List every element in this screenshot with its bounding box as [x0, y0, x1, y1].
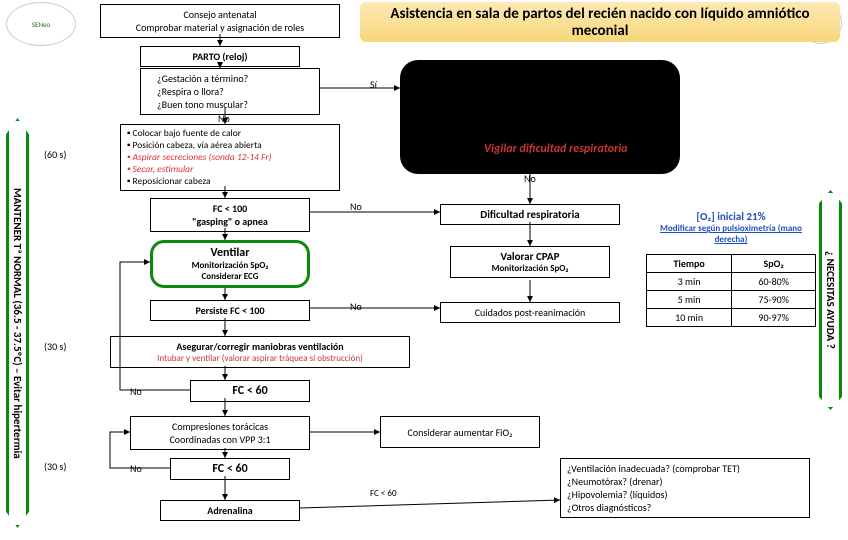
box-cuidados: Cuidados post-reanimación	[440, 302, 620, 323]
cpap-s1: Monitorización SpO₂	[457, 263, 603, 274]
o2-r3c1: 10 min	[647, 309, 732, 327]
ventilar-title: Ventilar	[159, 246, 301, 260]
box-questions-bottom: ¿Ventilación inadecuada? (comprobar TET)…	[560, 458, 810, 518]
o2-h1: Tiempo	[647, 255, 732, 273]
side-right: ¿ NECESITAS AYUDA ?	[819, 190, 842, 410]
box-fc60b: FC < 60	[170, 458, 290, 480]
o2-table: TiempoSpO₂ 3 min60-80% 5 min75-90% 10 mi…	[646, 254, 816, 327]
side-left: MANTENER Tª NORMAL (36.5 - 37.5ºC) – Evi…	[6, 118, 29, 528]
bq1: ¿Ventilación inadecuada? (comprobar TET)	[567, 462, 803, 475]
fc60-small: FC < 60	[370, 488, 397, 499]
comp-l1: Compresiones torácicas	[137, 420, 303, 433]
q2: ¿Respira o llora?	[157, 85, 313, 98]
box-fio2: Considerar aumentar FiO₂	[380, 416, 540, 448]
label-no5: No	[130, 462, 142, 475]
o2-sub: Modificar según pulsioximetría (mano der…	[646, 223, 816, 245]
label-si: Sí	[370, 78, 377, 91]
o2-panel: [O₂] inicial 21% Modificar según pulsiox…	[646, 210, 816, 245]
s60-4: ▪ Secar, estimular	[127, 164, 333, 176]
box-ventilar: Ventilar Monitorización SpO₂ Considerar …	[150, 240, 310, 288]
box-adrenalina: Adrenalina	[160, 500, 300, 521]
ventilar-s1: Monitorización SpO₂	[159, 260, 301, 271]
logo-left: SENeo	[6, 2, 76, 46]
time-60: (60 s)	[44, 148, 66, 161]
ventilar-s2: Considerar ECG	[159, 271, 301, 282]
comp-l2: Coordinadas con VPP 3:1	[137, 433, 303, 446]
box-questions: ¿Gestación a término? ¿Respira o llora? …	[140, 68, 320, 115]
fc100-l2: "gasping" o apnea	[157, 215, 303, 228]
time-30a: (30 s)	[44, 340, 66, 353]
cpap-title: Valorar CPAP	[457, 250, 603, 263]
label-no4: No	[130, 385, 142, 398]
main-title: Asistencia en sala de partos del recién …	[360, 2, 840, 42]
box-consejo: Consejo antenatal Comprobar material y a…	[100, 4, 340, 38]
box-fc60a: FC < 60	[190, 380, 310, 402]
box-parto: PARTO (reloj)	[140, 46, 300, 67]
label-no6: No	[524, 172, 536, 185]
q3: ¿Buen tono muscular?	[157, 98, 313, 111]
box-dificultad: Dificultad respiratoria	[440, 204, 620, 225]
box-fc100: FC < 100 "gasping" o apnea	[150, 198, 310, 232]
box-cpap: Valorar CPAP Monitorización SpO₂	[450, 246, 610, 278]
o2-title: [O₂] inicial 21%	[646, 210, 816, 223]
label-no3: No	[350, 300, 362, 313]
q1: ¿Gestación a término?	[157, 72, 313, 85]
o2-r1c1: 3 min	[647, 273, 732, 291]
box-compresiones: Compresiones torácicas Coordinadas con V…	[130, 416, 310, 450]
bq3: ¿Hipovolemia? (líquidos)	[567, 488, 803, 501]
s60-2: ▪ Posición cabeza, vía aérea abierta	[127, 140, 333, 152]
box-60s: ▪ Colocar bajo fuente de calor ▪ Posició…	[120, 124, 340, 191]
o2-h2: SpO₂	[732, 255, 816, 273]
s60-5: ▪ Reposicionar cabeza	[127, 176, 333, 188]
label-no2: No	[350, 200, 362, 213]
box-asegurar: Asegurar/corregir maniobras ventilación …	[110, 336, 410, 368]
bq2: ¿Neumotórax? (drenar)	[567, 475, 803, 488]
o2-r3c2: 90-97%	[732, 309, 816, 327]
consejo-l2: Comprobar material y asignación de roles	[107, 21, 333, 34]
o2-r2c2: 75-90%	[732, 291, 816, 309]
s60-3: ▪ Aspirar secreciones (sonda 12-14 Fr)	[127, 152, 333, 164]
bq4: ¿Otros diagnósticos?	[567, 501, 803, 514]
vigilar-label: Vigilar dificultad respiratoria	[480, 140, 632, 158]
o2-r1c2: 60-80%	[732, 273, 816, 291]
box-persiste: Persiste FC < 100	[150, 300, 310, 321]
consejo-l1: Consejo antenatal	[107, 8, 333, 21]
time-30b: (30 s)	[44, 460, 66, 473]
o2-r2c1: 5 min	[647, 291, 732, 309]
intubar-l: Intubar y ventilar (valorar aspirar tráq…	[117, 353, 403, 364]
asegurar-l1: Asegurar/corregir maniobras ventilación	[117, 340, 403, 353]
fc100-l1: FC < 100	[157, 202, 303, 215]
